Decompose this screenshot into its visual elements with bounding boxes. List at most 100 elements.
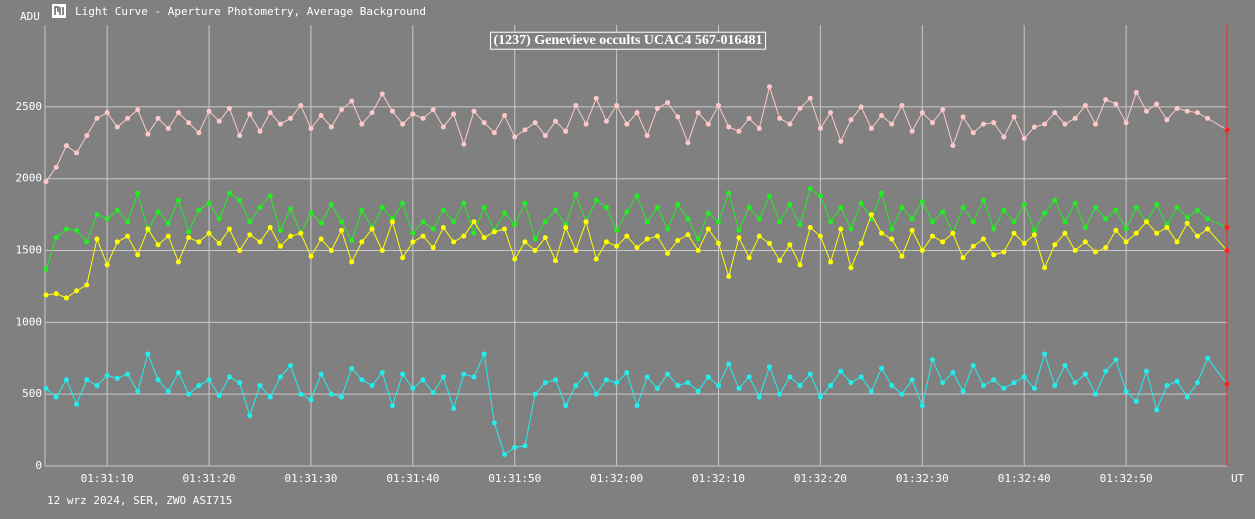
data-point	[104, 110, 110, 116]
data-point	[970, 130, 976, 136]
data-point	[777, 115, 783, 121]
data-point	[909, 216, 915, 222]
data-point	[53, 394, 59, 400]
data-point	[186, 235, 192, 241]
data-point	[481, 235, 487, 241]
data-point	[970, 219, 976, 225]
data-point	[277, 374, 283, 380]
data-point	[420, 115, 426, 121]
data-point	[1082, 371, 1088, 377]
data-point	[1001, 134, 1007, 140]
data-point	[573, 192, 579, 198]
footer: 12 wrz 2024, SER, ZWO ASI715	[47, 494, 232, 507]
data-point	[532, 248, 538, 254]
data-point	[970, 362, 976, 368]
data-point	[125, 115, 131, 121]
data-point	[267, 110, 273, 116]
data-point	[991, 252, 997, 258]
data-point	[828, 383, 834, 389]
data-point	[634, 245, 640, 251]
data-point	[624, 209, 630, 215]
y-tick-label: 0	[35, 459, 42, 472]
data-point	[879, 112, 885, 118]
data-point	[614, 243, 620, 249]
x-tick-label: 01:32:20	[794, 472, 847, 485]
data-point	[1103, 368, 1109, 374]
data-point	[563, 403, 569, 409]
data-point	[206, 108, 212, 114]
data-point	[899, 391, 905, 397]
data-point	[532, 391, 538, 397]
data-point	[858, 200, 864, 206]
data-point	[542, 380, 548, 386]
data-point	[440, 207, 446, 213]
data-point	[430, 390, 436, 396]
data-point	[868, 125, 874, 131]
data-point	[1021, 374, 1027, 380]
data-point	[1205, 355, 1211, 361]
data-point	[552, 377, 558, 383]
data-point	[1164, 225, 1170, 231]
data-point	[389, 219, 395, 225]
data-point	[807, 371, 813, 377]
data-point	[63, 226, 69, 232]
data-point	[226, 105, 232, 111]
data-point	[828, 259, 834, 265]
data-point	[155, 209, 161, 215]
data-point	[389, 108, 395, 114]
data-point	[542, 133, 548, 139]
data-point	[339, 219, 345, 225]
data-point	[1062, 362, 1068, 368]
data-point	[400, 200, 406, 206]
x-tick-label: 01:31:50	[488, 472, 541, 485]
data-point	[685, 380, 691, 386]
data-point	[135, 190, 141, 196]
data-point	[899, 204, 905, 210]
data-point	[552, 118, 558, 124]
data-point	[43, 385, 49, 391]
data-point	[889, 236, 895, 242]
data-point	[512, 134, 518, 140]
data-point	[349, 365, 355, 371]
data-point	[960, 204, 966, 210]
data-point	[970, 243, 976, 249]
data-point	[359, 239, 365, 245]
data-point	[980, 236, 986, 242]
data-point	[318, 371, 324, 377]
data-point	[175, 197, 181, 203]
data-point	[206, 377, 212, 383]
data-point	[328, 124, 334, 130]
data-point	[196, 383, 202, 389]
data-point	[654, 204, 660, 210]
data-point	[685, 140, 691, 146]
data-point	[1154, 101, 1160, 107]
data-point	[736, 128, 742, 134]
data-point	[889, 226, 895, 232]
data-point	[695, 388, 701, 394]
data-point	[930, 120, 936, 126]
data-point	[471, 108, 477, 114]
data-point	[1205, 115, 1211, 121]
data-point	[308, 125, 314, 131]
data-point	[879, 230, 885, 236]
x-tick-label: 01:32:00	[590, 472, 643, 485]
data-point	[165, 125, 171, 131]
data-point	[552, 207, 558, 213]
data-point	[603, 239, 609, 245]
data-point	[135, 252, 141, 258]
data-point	[797, 105, 803, 111]
data-point	[298, 230, 304, 236]
data-point	[1205, 226, 1211, 232]
data-point	[1184, 394, 1190, 400]
data-point	[318, 220, 324, 226]
data-point	[502, 452, 508, 458]
data-point	[471, 374, 477, 380]
data-point	[349, 237, 355, 243]
data-point	[53, 291, 59, 297]
data-point	[868, 388, 874, 394]
y-tick-label: 2500	[16, 100, 43, 113]
data-point	[1184, 220, 1190, 226]
data-point	[634, 110, 640, 116]
data-point	[43, 292, 49, 298]
